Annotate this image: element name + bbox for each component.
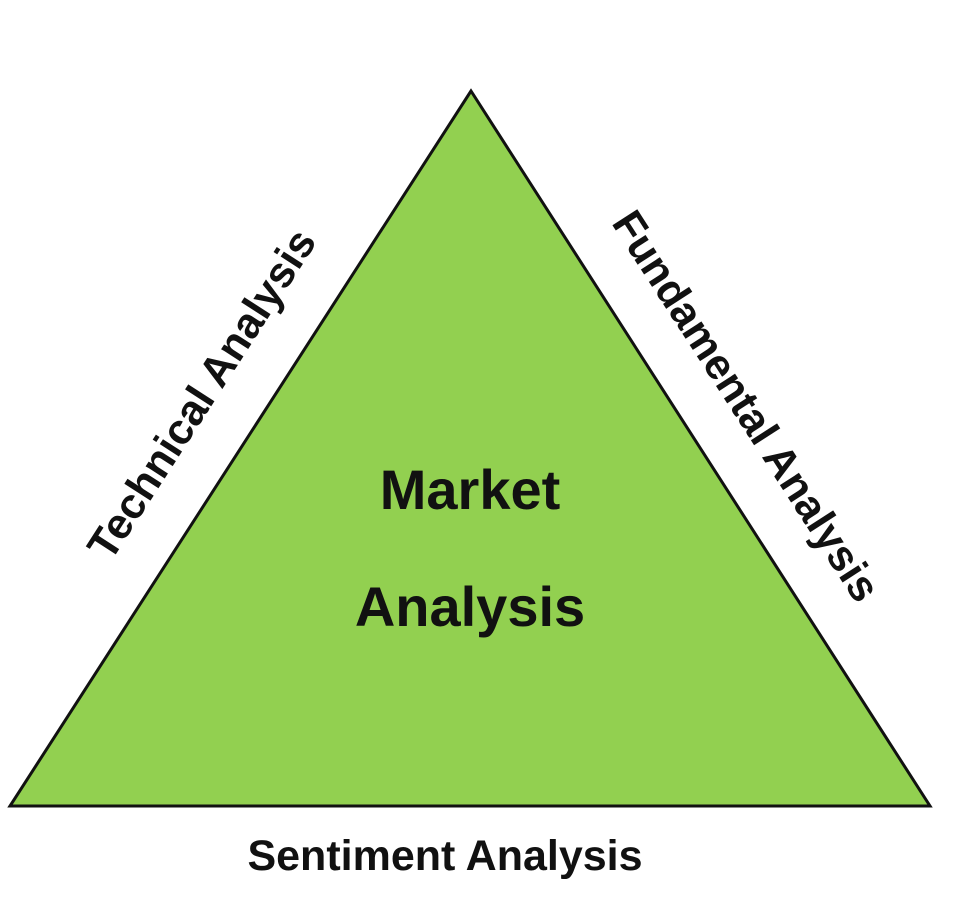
triangle-shape xyxy=(7,88,933,808)
bottom-side-label: Sentiment Analysis xyxy=(247,832,642,880)
center-label-line1: Market xyxy=(380,458,561,521)
center-label-line2: Analysis xyxy=(355,575,585,638)
